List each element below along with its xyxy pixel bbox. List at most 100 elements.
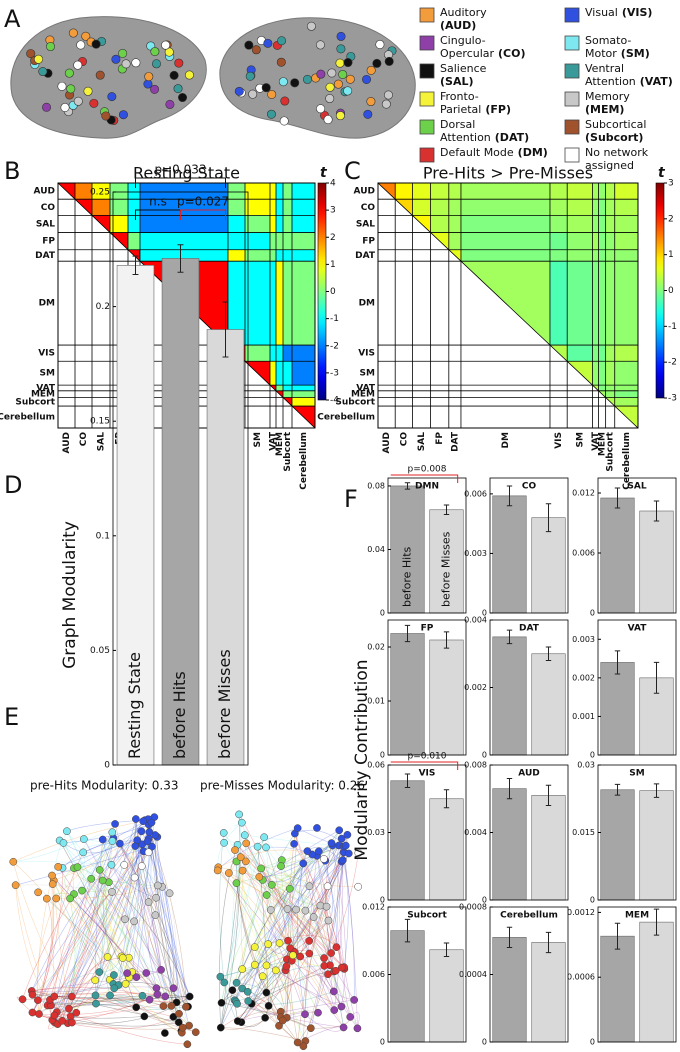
brain-node [266,109,276,119]
row-label: MEM [31,390,55,400]
colorbar-label: t [658,165,666,181]
heatmap-cell [283,345,292,362]
network-node [299,859,308,868]
network-node [153,990,162,999]
network-node [301,906,310,915]
network-node [275,1021,283,1030]
y-tick-label: 0.0006 [567,973,595,982]
heatmap-cell [549,199,568,216]
heatmap-cell [448,199,461,216]
y-tick-label: 0 [380,1038,385,1047]
legend-text: Attention [585,75,636,88]
network-node [327,839,336,847]
brain-node [372,58,382,68]
network-node [132,1003,141,1012]
network-edge [51,875,147,974]
network-node [98,835,107,844]
heatmap-cell [283,385,292,391]
legend-swatch [564,147,580,163]
heatmap-cell [592,345,599,362]
col-label: FP [435,432,445,445]
heatmap-cell [412,199,431,216]
network-edge [13,861,77,1013]
legend-swatch [419,63,435,79]
y-tick-label: 0 [380,896,385,905]
category-label: before Hits [170,671,189,759]
brain-node [164,47,174,57]
error-bar [443,631,450,649]
network-node [264,1001,273,1010]
network-node [121,915,129,924]
network-edge [37,898,53,1001]
col-label: DM [501,432,511,448]
network-edge [223,842,263,977]
heatmap-cell [605,361,615,386]
network-edge [37,995,96,1005]
network-edge [261,845,346,869]
network-node [132,815,140,823]
y-tick-label: 0.012 [572,489,595,498]
heatmap-cell [110,215,128,233]
axes-frame [387,619,467,756]
heatmap-cell [110,199,128,216]
network-edge [241,976,263,1023]
y-tick-label: 0.01 [367,697,385,706]
heatmap-cell [567,215,593,233]
heatmap-cell [283,199,292,216]
network-edge [304,855,318,1015]
network-edge [265,847,272,1006]
network-node [145,995,154,1004]
legend-text: Dorsal [440,118,475,131]
row-label: FP [42,237,55,247]
legend-label: Fronto- [440,90,479,103]
network-node [213,866,222,875]
network-edge [271,884,332,954]
matrix-frame [377,182,639,429]
network-edge [31,819,146,992]
network-node [103,953,112,961]
row-label: VAT [36,383,56,393]
network-node [50,992,59,1001]
error-bar [614,783,621,796]
colorbar-tick-label: -4 [330,396,339,406]
brain-node [251,45,261,55]
network-edge [286,828,298,1018]
network-edge [56,971,133,1013]
network-edge [135,819,157,989]
brain-node [73,96,83,106]
network-edge [324,860,338,948]
network-node [182,1002,190,1011]
heatmap-cell [614,215,638,233]
brain-node [315,40,325,50]
colorbar-tick-label: -1 [668,322,677,332]
category-label: before Misses [440,531,453,607]
network-node [344,849,353,858]
network-edge [81,865,143,892]
network-edge [56,839,138,899]
network-edge [325,843,332,954]
bar [492,495,527,614]
legend-text: Salience [440,62,487,75]
network-edge [13,861,115,976]
y-tick-label: 0.001 [572,712,595,721]
brain-node [107,92,117,102]
y-tick-label: 0.1 [96,531,110,541]
y-tick-label: 0.012 [362,903,385,912]
heatmap-cell [592,183,599,200]
network-edge [15,846,153,886]
heatmap-cell [128,215,140,233]
network-edge [107,816,155,957]
network-edge [70,1016,145,1019]
network-node [151,911,160,920]
chart-title: Cerebellum [500,911,558,921]
error-bar [506,485,513,507]
brain-node [26,49,36,59]
network-edge [267,943,287,1021]
network-node [137,827,146,836]
chart-title: DAT [519,624,540,634]
network-edge [262,845,346,881]
row-label: Subcort [335,397,375,407]
heatmap-cell [605,249,615,262]
brain-node [336,31,346,41]
legend-label: Attention (VAT) [585,75,673,88]
